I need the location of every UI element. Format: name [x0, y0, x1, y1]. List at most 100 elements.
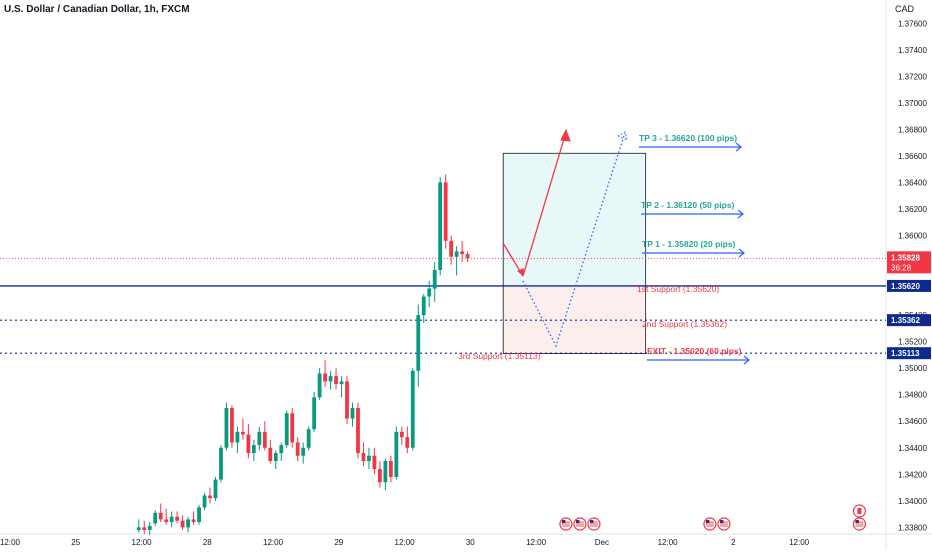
candle-body [208, 495, 212, 499]
time-tick-label: 12:00 [0, 538, 21, 547]
flag-canton [561, 520, 566, 523]
price-tick-label: 1.37200 [898, 72, 927, 81]
candle-body [186, 519, 190, 528]
level-price-tag-label: 1.35113 [891, 349, 920, 358]
price-axis: 1.37600 1.37400 1.37200 1.37000 1.36800 1.366… [887, 19, 931, 532]
candle-body [394, 431, 399, 477]
time-tick-label: 12:00 [263, 538, 284, 547]
candle-body [388, 461, 393, 477]
candle-body [219, 447, 223, 480]
price-tick-label: 1.36000 [898, 232, 927, 241]
candle-body [383, 461, 388, 483]
candle-body [334, 376, 338, 385]
target-arrow-head [738, 248, 745, 258]
loss-zone [502, 285, 647, 354]
target-arrow-head [743, 355, 750, 365]
projection-line-up [522, 131, 567, 277]
time-tick-label: 12:00 [789, 538, 810, 547]
candle-body [372, 455, 377, 469]
candle-body [213, 479, 218, 499]
candle-body [246, 434, 251, 454]
candle-body [317, 373, 322, 398]
support-levels [0, 257, 886, 354]
candle-body [230, 407, 234, 443]
candle-body [345, 381, 349, 419]
price-tick-label: 1.37000 [898, 99, 927, 108]
arrow-head [560, 128, 571, 142]
level-price-tag [887, 314, 931, 327]
flag-leaf [857, 508, 862, 514]
candle-body [262, 431, 267, 448]
candle-body [399, 431, 404, 438]
support-label: 2nd Support (1.35362) [642, 319, 727, 329]
candle-body [273, 453, 278, 462]
symbol-title: U.S. Dollar / Canadian Dollar, 1h, FXCM [4, 4, 190, 15]
candle-body [224, 407, 229, 448]
flag-canton [705, 520, 710, 523]
target-arrow-head [735, 142, 742, 152]
candle-body [175, 516, 180, 521]
candle-body [323, 373, 327, 382]
candle-body [158, 512, 163, 520]
candle-body [454, 251, 459, 257]
price-tick-label: 1.35200 [898, 338, 927, 347]
candle-body [465, 254, 470, 259]
flag-canton [589, 520, 594, 523]
candle-body [241, 431, 245, 435]
flag-canton [575, 520, 580, 523]
bar-countdown: 36:28 [891, 263, 912, 272]
candle-body [284, 413, 289, 446]
candle-body [416, 315, 421, 371]
time-tick-label: 12:00 [526, 538, 547, 547]
level-labels: 1st Support (1.35620) 2nd Support (1.3536… [458, 133, 750, 365]
candle-body [427, 288, 432, 297]
candle-body [301, 447, 306, 456]
candle-body [136, 527, 141, 530]
candles [136, 174, 470, 536]
candle-body [251, 445, 256, 454]
target-arrow-head [737, 209, 744, 219]
price-tick-label: 1.36400 [898, 178, 927, 187]
time-tick-label: 30 [466, 538, 475, 547]
candle-body [421, 296, 426, 316]
candle-body [164, 519, 169, 523]
price-tick-label: 1.36600 [898, 152, 927, 161]
candle-body [438, 182, 443, 270]
candle-body [153, 512, 158, 524]
arrow-head [517, 268, 524, 276]
currency-label: CAD [894, 4, 914, 14]
candle-body [279, 445, 284, 454]
price-tick-label: 1.36200 [898, 205, 927, 214]
event-markers [559, 504, 867, 531]
candle-body [295, 442, 300, 456]
projection-paths [502, 128, 628, 348]
candle-body [290, 413, 295, 443]
candle-body [257, 431, 262, 446]
level-price-tag-label: 1.35362 [891, 316, 920, 325]
target-label: EXIT - 1.35020 (60 pips) [647, 346, 742, 356]
level-price-tag-label: 1.35620 [891, 282, 920, 291]
arrow-head [616, 131, 628, 141]
projection-dotted-path [522, 132, 626, 348]
candle-body [306, 429, 311, 448]
candle-body [197, 507, 201, 523]
target-label: TP 2 - 1.36120 (50 pips) [641, 200, 735, 210]
candle-body [235, 431, 240, 443]
candle-body [350, 407, 355, 419]
price-tick-label: 1.34000 [898, 497, 927, 506]
candle-body [443, 182, 448, 241]
price-tick-label: 1.34400 [898, 444, 927, 453]
candle-body [367, 455, 371, 462]
candle-body [449, 240, 454, 257]
flag-canton [855, 520, 859, 523]
target-label: TP 3 - 1.36620 (100 pips) [639, 133, 737, 143]
candle-body [147, 526, 152, 530]
time-axis: 12:00 25 12:00 28 12:00 29 12:00 30 12:00 Dec 12:0… [0, 538, 810, 547]
price-tick-label: 1.34200 [898, 470, 927, 479]
candle-body [312, 397, 317, 430]
candle-body [328, 376, 333, 382]
price-tick-label: 1.37400 [898, 46, 927, 55]
